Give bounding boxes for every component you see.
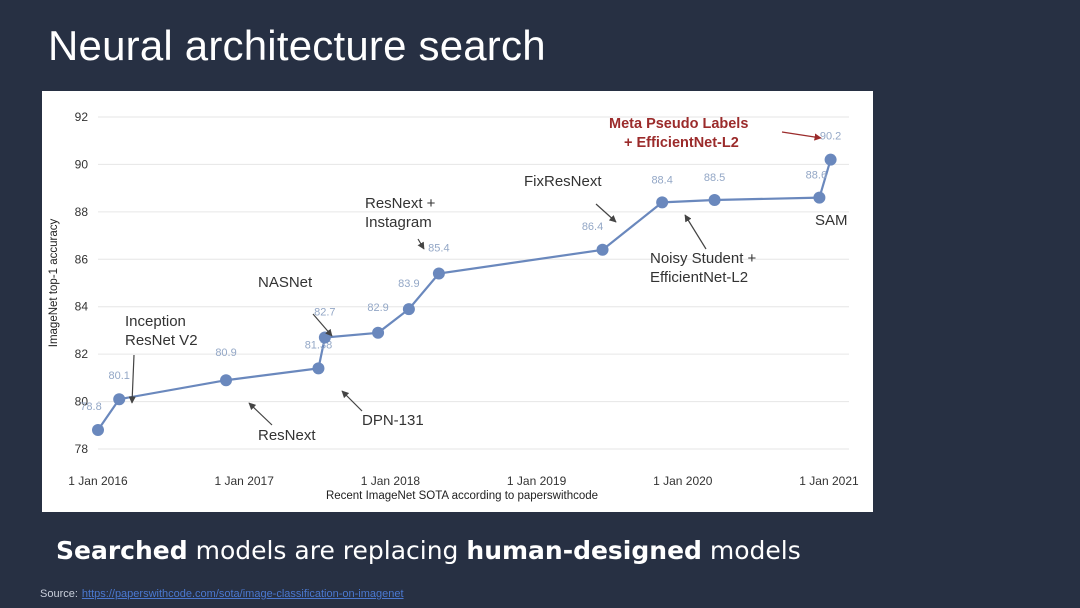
annotation-label-noisy: EfficientNet-L2 — [650, 269, 748, 286]
x-tick-label: 1 Jan 2021 — [799, 474, 859, 488]
x-axis-label: Recent ImageNet SOTA according to papers… — [326, 490, 598, 502]
data-label: 90.2 — [820, 131, 841, 143]
annotation-arrow-resnext-a — [248, 402, 273, 426]
data-label: 88.5 — [704, 172, 725, 184]
data-point — [596, 243, 609, 256]
data-label: 80.9 — [215, 347, 236, 359]
annotation-arrow-noisy — [684, 214, 707, 250]
annotation-label-noisy: Noisy Student + — [650, 250, 757, 267]
annotation-label-mpl: + EfficientNet-L2 — [624, 135, 739, 151]
subtitle-text-1: models are replacing — [187, 536, 467, 565]
data-label: 82.7 — [314, 307, 335, 319]
data-point — [708, 194, 721, 206]
series-line — [97, 159, 832, 431]
data-point — [432, 267, 445, 280]
data-point — [372, 326, 385, 339]
data-point — [824, 153, 837, 166]
data-label: 88.6 — [806, 170, 827, 182]
data-point — [113, 393, 126, 406]
subtitle-emphasis-searched: Searched — [56, 536, 188, 565]
x-tick-label: 1 Jan 2016 — [68, 474, 128, 488]
subtitle-text-2: models — [701, 536, 801, 565]
data-point — [220, 374, 233, 387]
data-label: 85.4 — [428, 243, 449, 255]
y-tick-label: 92 — [75, 110, 89, 124]
annotation-label-resnext-ig: Instagram — [365, 214, 432, 231]
annotation-arrow-fixresnext — [595, 203, 617, 223]
y-tick-label: 84 — [75, 300, 89, 314]
data-label: 78.8 — [80, 401, 101, 413]
annotation-arrow-inception — [128, 354, 136, 404]
x-tick-label: 1 Jan 2020 — [653, 474, 713, 488]
annotation-label-resnext-ig: ResNext + — [365, 195, 436, 212]
line-chart: 78 80 82 84 86 88 90 92 1 Jan 2016 1 Jan 2017 1 Ja… — [48, 110, 859, 502]
data-point — [92, 424, 104, 437]
data-point — [402, 303, 415, 316]
x-tick-label: 1 Jan 2018 — [361, 474, 421, 488]
data-label: 86.4 — [582, 221, 603, 233]
y-tick-label: 78 — [75, 442, 89, 456]
y-tick-label: 88 — [75, 205, 89, 219]
annotation-label-nasnet: NASNet — [258, 274, 313, 291]
data-label: 80.1 — [108, 370, 129, 382]
chart-panel: 78 80 82 84 86 88 90 92 1 Jan 2016 1 Jan 2017 1 Ja… — [42, 91, 873, 512]
data-label: 83.9 — [398, 278, 419, 290]
data-point — [312, 362, 325, 375]
y-tick-label: 82 — [75, 347, 89, 361]
x-tick-label: 1 Jan 2017 — [215, 474, 275, 488]
annotation-label-fixresnext: FixResNext — [524, 173, 602, 190]
slide-title: Neural architecture search — [48, 22, 546, 69]
y-axis-label: ImageNet top-1 accuracy — [48, 219, 60, 348]
annotation-arrow-dpn — [341, 390, 363, 412]
source-link[interactable]: https://paperswithcode.com/sota/image-cl… — [81, 588, 404, 600]
slide-subtitle: Searched models are replacing human-desi… — [56, 536, 801, 565]
annotation-arrow-mpl — [781, 131, 822, 141]
source-label: Source: — [40, 588, 78, 600]
y-tick-label: 86 — [75, 252, 89, 266]
subtitle-emphasis-human: human-designed — [466, 536, 702, 565]
annotation-label-dpn: DPN-131 — [362, 412, 424, 429]
annotation-arrow-resnext-ig — [417, 238, 425, 250]
source-line: Source: https://paperswithcode.com/sota/i… — [40, 588, 404, 600]
annotation-arrow-nasnet — [312, 313, 333, 337]
data-point — [656, 196, 669, 209]
annotation-label-inception: ResNet V2 — [125, 332, 198, 349]
data-point — [813, 191, 826, 204]
data-label: 82.9 — [367, 302, 388, 314]
x-tick-label: 1 Jan 2019 — [507, 474, 567, 488]
annotation-label-inception: Inception — [125, 313, 186, 330]
annotation-label-mpl: Meta Pseudo Labels — [609, 116, 748, 132]
data-label: 88.4 — [651, 174, 672, 186]
annotation-label-sam: SAM — [815, 212, 848, 229]
y-tick-label: 90 — [75, 157, 89, 171]
y-tick-label: 80 — [75, 395, 89, 409]
annotation-label-resnext-a: ResNext — [258, 427, 316, 444]
